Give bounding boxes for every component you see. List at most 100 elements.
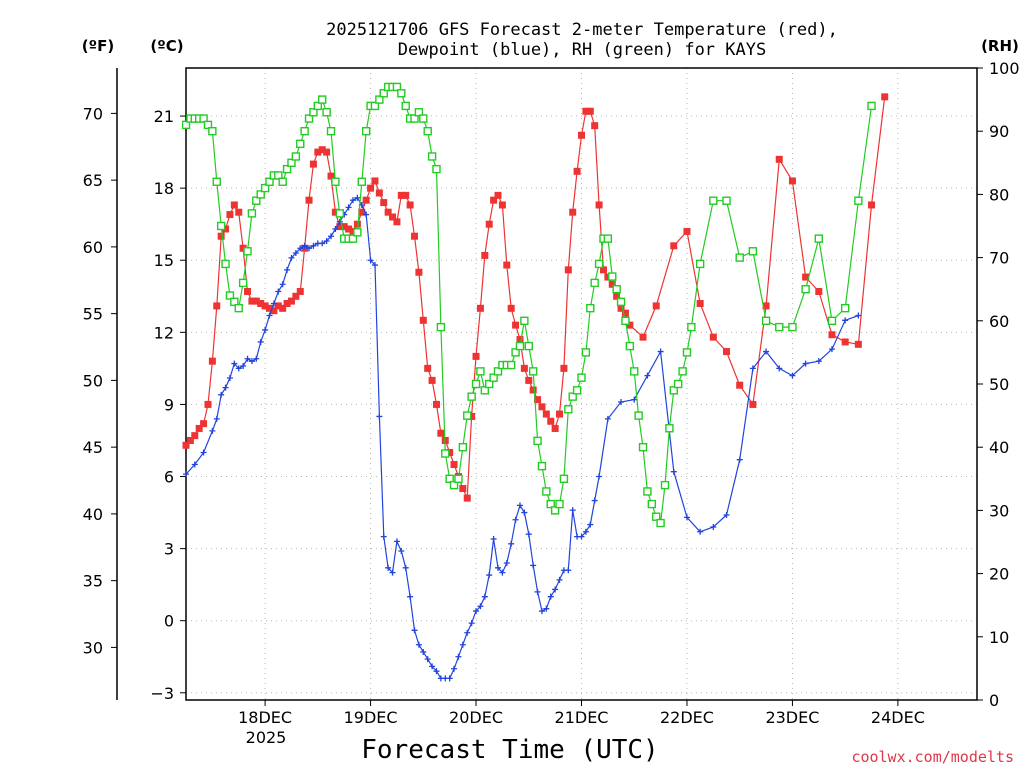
temperature-point — [239, 244, 247, 252]
fahrenheit-tick-label: 35 — [83, 572, 103, 591]
temperature-point — [287, 297, 295, 305]
rh-point — [493, 367, 503, 376]
rh-point — [282, 164, 292, 174]
rh-point — [322, 108, 331, 117]
dewpoint-point — [556, 576, 563, 583]
chart-title-line1: 2025121706 GFS Forecast 2-meter Temperat… — [326, 20, 838, 40]
rh-point — [748, 247, 758, 256]
rh-point — [480, 386, 490, 395]
rh-point — [840, 303, 850, 313]
temperature-point — [327, 172, 335, 180]
temperature-point — [353, 220, 361, 228]
rh-point — [476, 367, 485, 376]
rh-point — [594, 259, 604, 269]
temperature-point — [468, 412, 476, 420]
temperature-point — [318, 146, 326, 154]
temperature-point — [257, 299, 265, 307]
fahrenheit-tick-label: 50 — [83, 371, 103, 390]
temperature-point — [200, 420, 208, 428]
temperature-point — [788, 177, 796, 185]
dewpoint-point — [503, 560, 510, 567]
temperature-point — [573, 167, 581, 175]
temperature-point — [599, 266, 607, 274]
dewpoint-point — [446, 675, 453, 682]
rh-point — [485, 379, 494, 389]
temperature-point — [230, 201, 238, 209]
dewpoint-point — [380, 533, 387, 540]
temperature-point — [367, 184, 375, 192]
rh-tick-label: 60 — [989, 312, 1009, 331]
rh-point — [471, 379, 481, 389]
temperature-point — [349, 227, 357, 235]
dewpoint-point — [464, 629, 471, 636]
rh-point — [225, 291, 235, 300]
dewpoint-point — [723, 511, 730, 518]
credit-label: coolwx.com/modelts — [851, 748, 1014, 766]
dewpoint-point — [319, 240, 326, 247]
rh-point — [370, 101, 380, 111]
celsius-tick-label: 6 — [164, 468, 174, 487]
rh-point — [199, 114, 208, 123]
rh-point — [467, 392, 476, 401]
rh-point — [353, 228, 362, 237]
rh-point — [616, 297, 626, 307]
rh-point — [524, 341, 533, 351]
dewpoint-point — [240, 362, 247, 369]
temperature-point — [520, 364, 528, 372]
temperature-point — [652, 302, 660, 310]
dewpoint-point — [455, 653, 462, 660]
rh-tick-label: 30 — [989, 501, 1009, 520]
rh-point — [572, 386, 582, 395]
dewpoint-point — [697, 528, 704, 535]
fahrenheit-tick-label: 55 — [83, 305, 103, 324]
temperature-point — [252, 297, 260, 305]
dewpoint-point — [604, 415, 611, 422]
celsius-tick-label: 0 — [164, 612, 174, 631]
temperature-point — [292, 292, 300, 300]
dewpoint-point — [310, 242, 317, 249]
dewpoint-point — [411, 627, 418, 634]
rh-point — [542, 487, 551, 496]
temperature-point — [538, 403, 546, 411]
rh-point — [208, 126, 217, 136]
rh-tick-label: 50 — [989, 375, 1009, 394]
temperature-point — [375, 189, 383, 197]
dewpoint-point — [587, 521, 594, 528]
rh-point — [608, 272, 617, 281]
dewpoint-point — [218, 391, 225, 398]
dewpoint-point — [565, 567, 572, 574]
dewpoint-point — [257, 338, 264, 345]
temperature-point — [244, 287, 252, 295]
rh-point — [357, 177, 366, 186]
rh-point — [392, 82, 402, 92]
rh-point — [665, 424, 674, 433]
dewpoint-point — [481, 593, 488, 600]
dewpoint-point — [490, 535, 497, 542]
rh-point — [621, 316, 630, 325]
dewpoint-point — [591, 497, 598, 504]
rh-point — [287, 158, 296, 168]
dewpoint-point — [451, 665, 458, 672]
dewpoint-point — [683, 514, 690, 521]
temperature-point — [345, 225, 353, 233]
dewpoint-point — [306, 245, 313, 252]
temperature-point — [432, 400, 440, 408]
rh-point — [550, 506, 560, 515]
temperature-point — [749, 400, 757, 408]
temperature-point — [358, 208, 366, 216]
dewpoint-point — [222, 384, 229, 391]
temperature-point — [270, 307, 278, 315]
rh-point — [612, 285, 621, 294]
temperature-point — [534, 396, 542, 404]
rh-point — [291, 152, 301, 161]
rh-point — [801, 285, 810, 294]
dewpoint-point — [736, 456, 743, 463]
rh-point — [581, 348, 591, 357]
temperature-point — [613, 292, 621, 300]
rh-point — [630, 367, 639, 376]
temperature-point — [323, 148, 331, 156]
temperature-point — [525, 376, 533, 384]
fahrenheit-tick-label: 65 — [83, 171, 103, 190]
dewpoint-point — [248, 358, 255, 365]
rh-point — [278, 177, 287, 186]
